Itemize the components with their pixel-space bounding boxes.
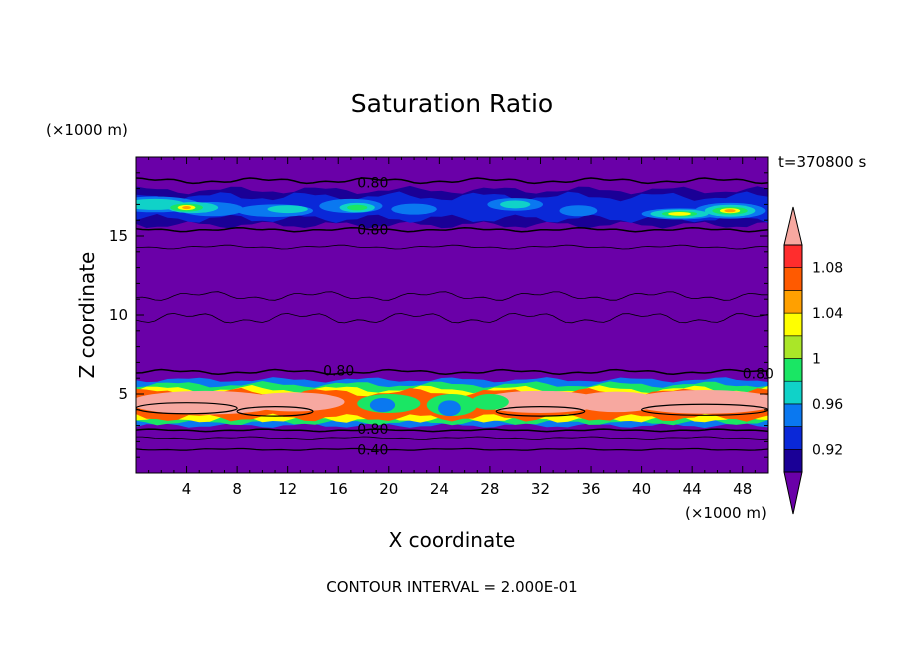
contour-label: 0.80 bbox=[357, 223, 388, 239]
x-tick-label: 40 bbox=[632, 480, 651, 498]
colorbar-segment bbox=[783, 290, 803, 314]
x-tick-label: 4 bbox=[182, 480, 192, 498]
upper-humid-layer bbox=[136, 185, 768, 229]
contour-loop-1 bbox=[236, 406, 314, 417]
contour-mid-lower bbox=[136, 312, 768, 324]
x-axis-label: X coordinate bbox=[389, 528, 516, 552]
x-tick-label: 12 bbox=[278, 480, 297, 498]
y-tick-label: 10 bbox=[109, 306, 128, 324]
lower-supersat-2 bbox=[477, 390, 604, 413]
x-axis: 4 8 12 16 20 24 28 32 36 40 44 48 bbox=[148, 157, 756, 498]
colorbar-segment bbox=[783, 312, 803, 337]
contour-loop-2 bbox=[495, 406, 586, 417]
colorbar-segment bbox=[783, 448, 803, 473]
y-unit-label: (×1000 m) bbox=[46, 121, 128, 139]
colorbar-segment bbox=[783, 244, 803, 269]
upper-layer-0-94 bbox=[136, 191, 768, 224]
contour-mid-upper bbox=[136, 291, 768, 301]
colorbar-segment bbox=[783, 358, 803, 382]
lower-gap-2 bbox=[470, 394, 509, 410]
lower-supersat-4 bbox=[628, 390, 768, 414]
x-tick-label: 32 bbox=[531, 480, 550, 498]
time-label: t=370800 s bbox=[778, 153, 866, 171]
colorbar-segment bbox=[783, 335, 803, 359]
contour-label: 0.80 bbox=[357, 175, 388, 191]
contour-0-80-lower bbox=[136, 368, 768, 375]
x-tick-label: 28 bbox=[480, 480, 499, 498]
x-tick-label: 48 bbox=[733, 480, 752, 498]
contour-interval-footer: CONTOUR INTERVAL = 2.000E-01 bbox=[326, 578, 577, 596]
lower-supersat-1 bbox=[243, 392, 345, 412]
colorbar: 0.92 0.96 1 1.04 1.08 bbox=[783, 206, 843, 515]
x-tick-label: 36 bbox=[581, 480, 600, 498]
contour-loop-0 bbox=[136, 402, 238, 415]
colorbar-tick-label: 1.04 bbox=[812, 306, 843, 322]
contour-label: 0.40 bbox=[357, 442, 388, 458]
contour-upper-inner bbox=[136, 244, 768, 250]
upper-core-4 bbox=[500, 200, 531, 209]
colorbar-lower-arrow bbox=[783, 471, 803, 515]
contour-0-40 bbox=[136, 447, 768, 451]
lower-gap-core-1 bbox=[438, 400, 461, 417]
contour-label: 0.80 bbox=[323, 363, 354, 379]
colorbar-tick-label: 1.08 bbox=[812, 261, 843, 277]
contour-label: 0.80 bbox=[743, 366, 774, 382]
upper-orange-0 bbox=[182, 205, 191, 210]
contour-0-80-bottom bbox=[136, 428, 768, 433]
upper-patch-4 bbox=[391, 203, 437, 215]
colorbar-segment bbox=[783, 267, 803, 291]
upper-core-2 bbox=[267, 205, 308, 214]
y-tick-label: 15 bbox=[109, 227, 128, 245]
colorbar-frame bbox=[783, 244, 803, 473]
contour-labels: 0.80 0.80 0.80 0.80 0.80 0.40 bbox=[323, 175, 774, 458]
upper-yellow-2 bbox=[668, 211, 691, 216]
x-unit-label: (×1000 m) bbox=[685, 504, 767, 522]
x-tick-label: 44 bbox=[683, 480, 702, 498]
contour-lines bbox=[136, 177, 768, 451]
colorbar-segment bbox=[783, 380, 803, 405]
x-tick-label: 8 bbox=[232, 480, 242, 498]
lower-gap-core-0 bbox=[369, 397, 396, 413]
plot-area bbox=[136, 157, 768, 473]
upper-orange-1 bbox=[724, 209, 736, 213]
colorbar-upper-arrow bbox=[783, 206, 803, 246]
contour-0-80-top bbox=[136, 177, 768, 185]
colorbar-segment bbox=[783, 426, 803, 450]
contour-0-60 bbox=[136, 436, 768, 440]
x-tick-label: 20 bbox=[379, 480, 398, 498]
y-axis-label: Z coordinate bbox=[75, 252, 99, 379]
y-axis: 5 10 15 bbox=[109, 172, 768, 458]
chart-title: Saturation Ratio bbox=[351, 89, 553, 118]
contour-label: 0.80 bbox=[357, 422, 388, 438]
colorbar-tick-label: 1 bbox=[812, 352, 821, 368]
contour-0-80-upper bbox=[136, 226, 768, 233]
colorbar-tick-label: 0.92 bbox=[812, 442, 843, 458]
lower-humid-layer bbox=[136, 377, 768, 429]
colorbar-tick-label: 0.96 bbox=[812, 397, 843, 413]
colorbar-segment bbox=[783, 403, 803, 427]
x-tick-label: 16 bbox=[329, 480, 348, 498]
upper-green-3 bbox=[347, 204, 368, 211]
upper-patch-6 bbox=[559, 205, 598, 217]
x-tick-label: 24 bbox=[430, 480, 449, 498]
y-tick-label: 5 bbox=[118, 385, 128, 403]
